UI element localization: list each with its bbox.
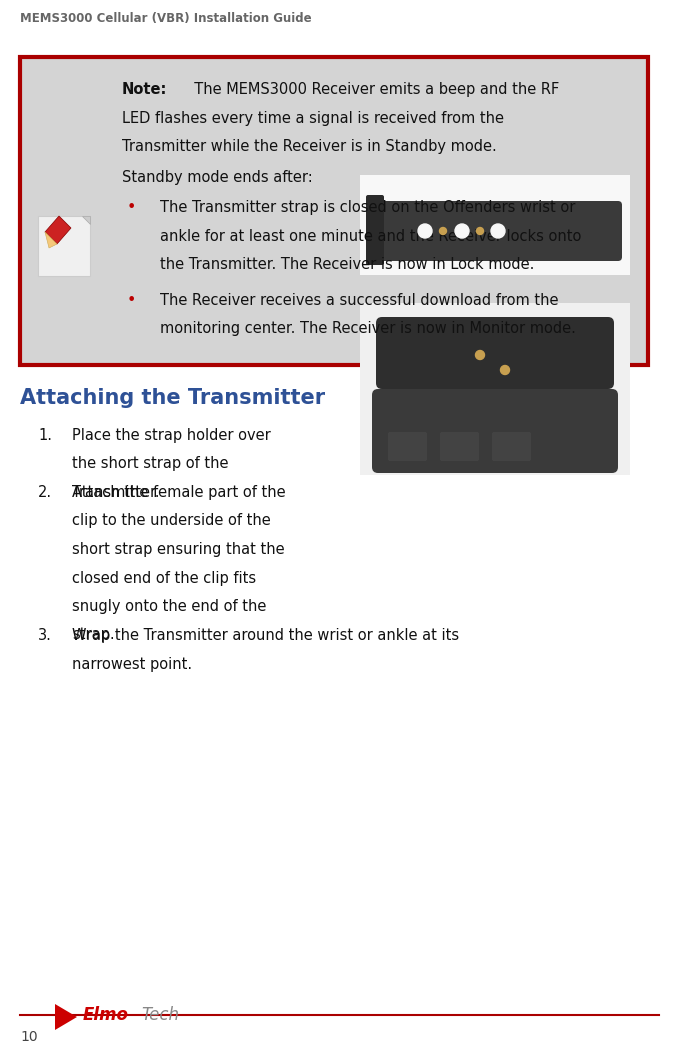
- Text: LED flashes every time a signal is received from the: LED flashes every time a signal is recei…: [122, 110, 504, 125]
- Text: monitoring center. The Receiver is now in Monitor mode.: monitoring center. The Receiver is now i…: [160, 321, 576, 336]
- Text: Place the strap holder over: Place the strap holder over: [72, 428, 271, 443]
- FancyBboxPatch shape: [492, 432, 531, 461]
- Text: Transmitter.: Transmitter.: [72, 485, 160, 500]
- FancyBboxPatch shape: [388, 432, 427, 461]
- Polygon shape: [45, 232, 57, 248]
- Text: The Receiver receives a successful download from the: The Receiver receives a successful downl…: [160, 293, 559, 307]
- Polygon shape: [45, 216, 71, 244]
- Text: narrowest point.: narrowest point.: [72, 656, 192, 671]
- Text: The Transmitter strap is closed on the Offenders wrist or: The Transmitter strap is closed on the O…: [160, 200, 575, 215]
- FancyBboxPatch shape: [360, 303, 630, 475]
- Text: The MEMS3000 Receiver emits a beep and the RF: The MEMS3000 Receiver emits a beep and t…: [185, 82, 559, 98]
- FancyBboxPatch shape: [366, 201, 622, 261]
- Text: Tech: Tech: [141, 1006, 179, 1024]
- Text: Elmo: Elmo: [83, 1006, 129, 1024]
- FancyBboxPatch shape: [376, 317, 614, 389]
- Circle shape: [500, 366, 509, 374]
- Text: ankle for at least one minute and the Receiver locks onto: ankle for at least one minute and the Re…: [160, 229, 581, 244]
- Text: closed end of the clip fits: closed end of the clip fits: [72, 570, 256, 585]
- FancyBboxPatch shape: [360, 175, 630, 275]
- Circle shape: [477, 228, 483, 234]
- Polygon shape: [55, 1004, 77, 1030]
- Text: short strap ensuring that the: short strap ensuring that the: [72, 542, 285, 556]
- Circle shape: [439, 228, 447, 234]
- Text: Transmitter while the Receiver is in Standby mode.: Transmitter while the Receiver is in Sta…: [122, 139, 497, 154]
- Text: snugly onto the end of the: snugly onto the end of the: [72, 599, 266, 614]
- Text: Attach the female part of the: Attach the female part of the: [72, 485, 286, 500]
- FancyBboxPatch shape: [372, 389, 618, 473]
- Polygon shape: [82, 216, 90, 224]
- Circle shape: [475, 351, 485, 359]
- Circle shape: [418, 224, 432, 238]
- Text: 1.: 1.: [38, 428, 52, 443]
- Text: Wrap the Transmitter around the wrist or ankle at its: Wrap the Transmitter around the wrist or…: [72, 628, 459, 643]
- Text: •: •: [127, 293, 136, 307]
- Text: MEMS3000 Cellular (VBR) Installation Guide: MEMS3000 Cellular (VBR) Installation Gui…: [20, 12, 312, 25]
- Circle shape: [455, 224, 469, 238]
- Circle shape: [491, 224, 505, 238]
- Text: 3.: 3.: [38, 628, 52, 643]
- Text: 10: 10: [20, 1030, 37, 1044]
- Text: clip to the underside of the: clip to the underside of the: [72, 513, 271, 529]
- Text: Attaching the Transmitter: Attaching the Transmitter: [20, 388, 325, 408]
- FancyBboxPatch shape: [20, 57, 648, 365]
- Text: the Transmitter. The Receiver is now in Lock mode.: the Transmitter. The Receiver is now in …: [160, 258, 534, 272]
- Text: Standby mode ends after:: Standby mode ends after:: [122, 171, 313, 185]
- Text: the short strap of the: the short strap of the: [72, 457, 229, 472]
- Text: Note:: Note:: [122, 82, 168, 98]
- Text: •: •: [127, 200, 136, 215]
- Text: 2.: 2.: [38, 485, 52, 500]
- FancyBboxPatch shape: [366, 195, 384, 265]
- Text: strap.: strap.: [72, 628, 115, 642]
- FancyBboxPatch shape: [440, 432, 479, 461]
- FancyBboxPatch shape: [38, 216, 90, 276]
